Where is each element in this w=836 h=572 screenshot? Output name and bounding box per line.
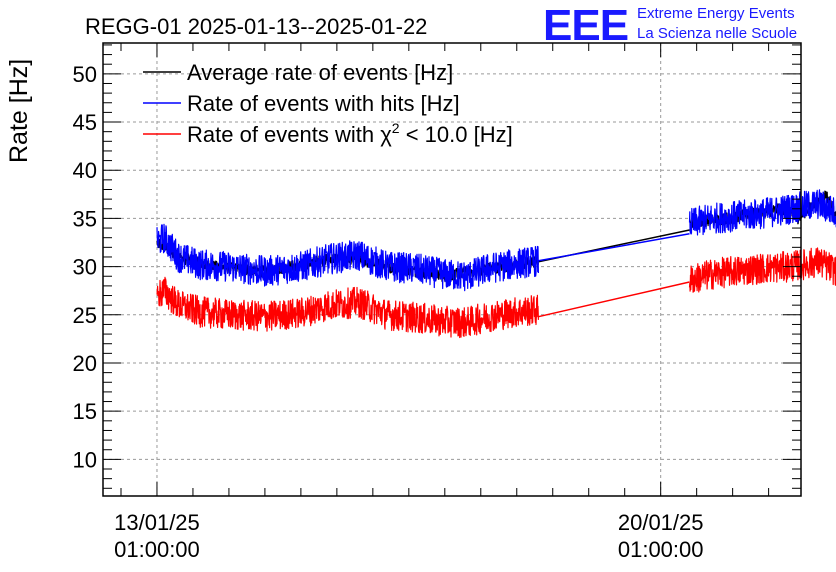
series-1	[156, 189, 836, 292]
y-tick-label-30: 30	[73, 255, 97, 280]
y-tick-label-35: 35	[73, 206, 97, 231]
legend: Average rate of events [Hz] Rate of event…	[143, 60, 513, 147]
logo-mark: EEE	[543, 1, 628, 50]
y-tick-label-40: 40	[73, 158, 97, 183]
series-2	[156, 247, 836, 339]
x-tick-time-0: 01:00:00	[114, 537, 200, 562]
plot-frame	[102, 42, 802, 497]
y-tick-label-50: 50	[73, 62, 97, 87]
series-1-segment-1	[538, 233, 690, 262]
y-tick-label-20: 20	[73, 351, 97, 376]
logo: EEE Extreme Energy Events La Scienza nel…	[543, 1, 797, 50]
legend-label-0: Average rate of events [Hz]	[187, 60, 453, 85]
logo-line-2: La Scienza nelle Scuole	[637, 25, 797, 42]
x-tick-time-1: 01:00:00	[618, 537, 704, 562]
series-2-segment-2	[688, 247, 836, 293]
series-1-segment-2	[688, 189, 836, 236]
logo-line-1: Extreme Energy Events	[637, 5, 795, 22]
x-tick-date-0: 13/01/25	[114, 510, 200, 535]
series-group	[156, 189, 836, 339]
legend-label-2: Rate of events with χ2 < 10.0 [Hz]	[187, 120, 513, 147]
x-tick-date-1: 20/01/25	[618, 510, 704, 535]
series-2-segment-0	[156, 276, 539, 339]
y-tick-label-45: 45	[73, 110, 97, 135]
y-tick-label-15: 15	[73, 399, 97, 424]
y-ticks: 10 15 20 25 30 35 40 45 50	[73, 62, 97, 473]
y-tick-label-10: 10	[73, 447, 97, 472]
legend-label-1: Rate of events with hits [Hz]	[187, 91, 460, 116]
axes	[102, 42, 802, 497]
y-axis-label: Rate [Hz]	[5, 59, 33, 163]
series-2-segment-1	[538, 281, 690, 318]
chart-title: REGG-01 2025-01-13--2025-01-22	[85, 14, 427, 39]
series-1-segment-0	[156, 223, 539, 292]
y-tick-label-25: 25	[73, 303, 97, 328]
